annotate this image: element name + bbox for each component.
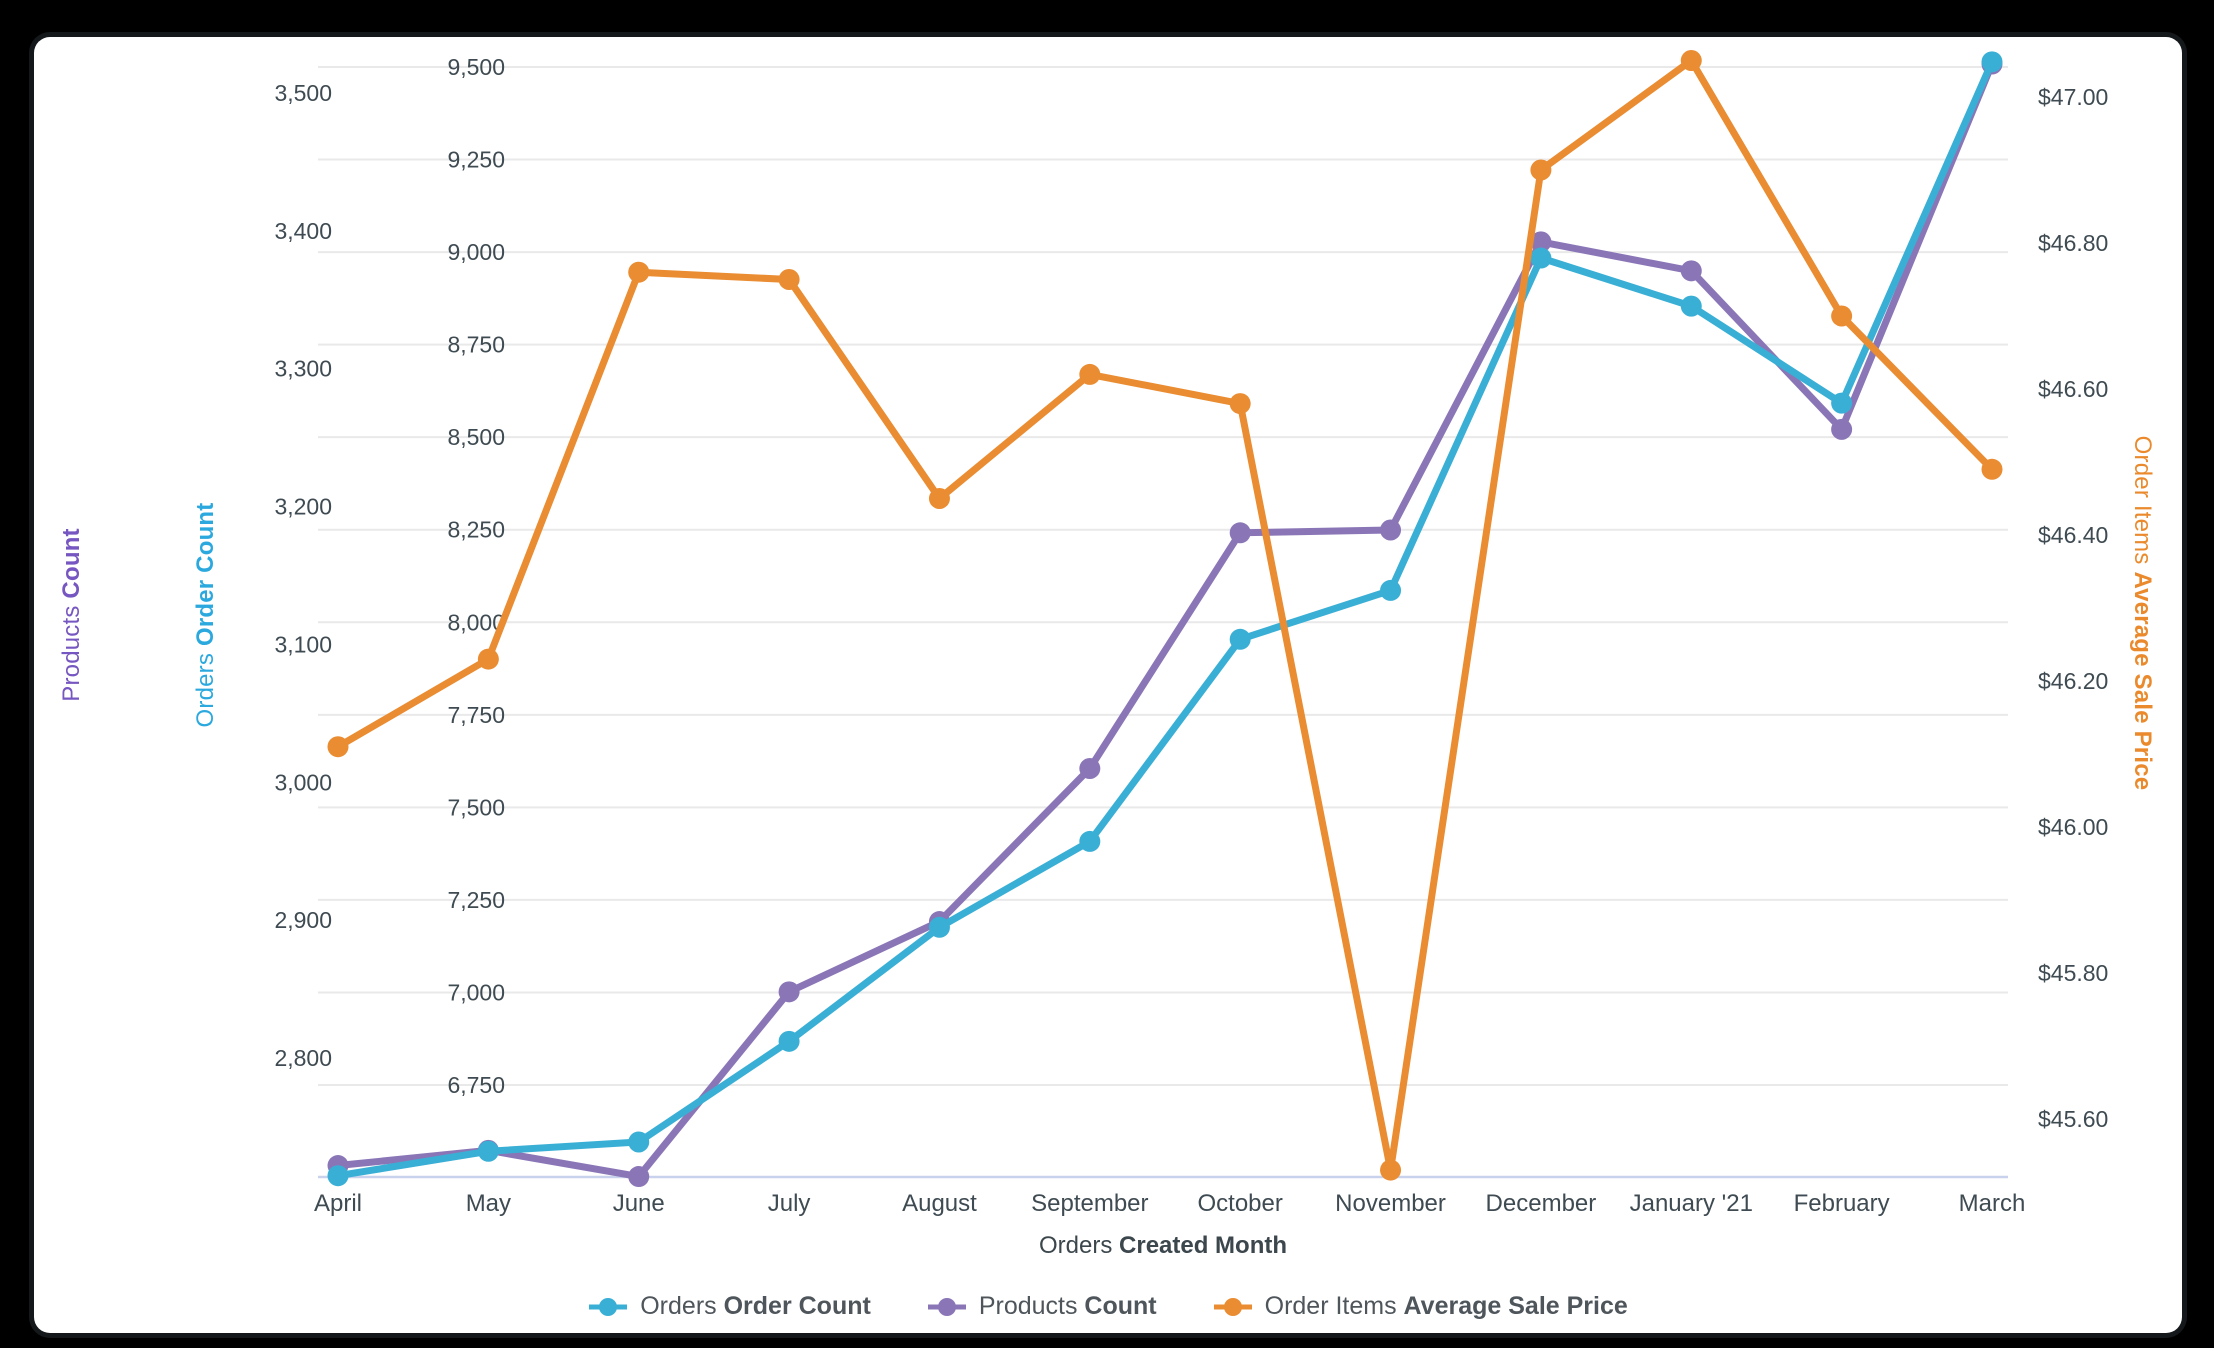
- y-tick-label-products: 3,500: [274, 80, 332, 106]
- y-tick-label-orders: 6,750: [447, 1072, 505, 1098]
- y-tick-label-price: $46.80: [2038, 230, 2108, 256]
- data-point-order-items-average-sale-price[interactable]: [778, 269, 800, 290]
- data-point-products-count[interactable]: [1530, 231, 1552, 253]
- data-point-products-count[interactable]: [628, 1166, 650, 1188]
- y-tick-label-price: $45.80: [2038, 960, 2108, 986]
- y-tick-label-products: 2,800: [274, 1045, 332, 1071]
- legend-label: Orders Order Count: [640, 1292, 871, 1320]
- axis-title-view: Products: [58, 605, 85, 702]
- legend-marker-icon: [1213, 1297, 1252, 1316]
- data-point-orders-order-count[interactable]: [1380, 579, 1402, 601]
- series-line-products-count: [334, 60, 1996, 1181]
- y-tick-label-products: 3,000: [274, 769, 332, 795]
- x-tick-label: June: [613, 1190, 665, 1217]
- axis-title-field: Average Sale Price: [2129, 571, 2156, 791]
- legend-label: Order Items Average Sale Price: [1264, 1292, 1628, 1320]
- y-tick-label-orders: 7,500: [447, 794, 505, 820]
- data-point-products-count[interactable]: [1680, 260, 1702, 282]
- legend-item-products-count[interactable]: Products Count: [927, 1292, 1157, 1321]
- x-tick-label: September: [1031, 1190, 1148, 1217]
- y-tick-label-price: $46.40: [2038, 522, 2108, 548]
- axis-title-field: Order Count: [192, 502, 219, 647]
- y-tick-label-orders: 8,750: [447, 332, 505, 358]
- y-tick-label-price: $46.60: [2038, 376, 2108, 402]
- data-point-products-count[interactable]: [1079, 757, 1101, 779]
- y-tick-label-products: 3,300: [274, 356, 332, 382]
- data-point-orders-order-count[interactable]: [778, 1030, 800, 1052]
- data-point-order-items-average-sale-price[interactable]: [1229, 393, 1251, 415]
- y-axis-title-products-count: Products Count: [58, 528, 86, 702]
- axis-title-view: Orders: [192, 652, 219, 728]
- y-tick-label-products: 2,900: [274, 907, 332, 933]
- data-point-orders-order-count[interactable]: [928, 916, 950, 938]
- data-point-order-items-average-sale-price[interactable]: [1380, 1159, 1402, 1181]
- legend-item-order-items-average-sale-price[interactable]: Order Items Average Sale Price: [1213, 1292, 1628, 1321]
- y-tick-label-orders: 9,250: [447, 147, 505, 173]
- data-point-order-items-average-sale-price[interactable]: [327, 736, 349, 758]
- x-axis-title: Orders Created Month: [318, 1232, 2008, 1260]
- y-tick-label-orders: 9,500: [447, 54, 505, 80]
- y-tick-label-products: 3,400: [274, 218, 332, 244]
- series-line-order-items-average-sale-price: [334, 57, 1996, 1174]
- y-axis-title-orders-order-count: Orders Order Count: [192, 503, 220, 728]
- y-tick-label-price: $46.00: [2038, 814, 2108, 840]
- axis-title-field: Count: [58, 528, 85, 599]
- y-tick-label-orders: 8,250: [447, 517, 505, 543]
- y-tick-label-orders: 7,750: [447, 702, 505, 728]
- x-tick-label: January '21: [1630, 1190, 1753, 1217]
- y-tick-label-price: $45.60: [2038, 1106, 2108, 1132]
- legend-label: Products Count: [978, 1292, 1157, 1320]
- x-axis-title-view: Orders: [1038, 1232, 1113, 1259]
- data-point-orders-order-count[interactable]: [1530, 247, 1552, 269]
- y-axis-title-order-items-average-sale-price: Order Items Average Sale Price: [2128, 436, 2156, 791]
- data-point-orders-order-count[interactable]: [1981, 51, 2003, 73]
- data-point-orders-order-count[interactable]: [1680, 295, 1702, 317]
- y-tick-label-orders: 8,000: [447, 609, 505, 635]
- x-tick-label: May: [466, 1190, 511, 1217]
- data-point-order-items-average-sale-price[interactable]: [1981, 458, 2003, 480]
- x-tick-label: March: [1959, 1190, 2026, 1217]
- y-tick-label-price: $46.20: [2038, 668, 2108, 694]
- y-tick-label-products: 3,200: [274, 494, 332, 520]
- x-tick-label: November: [1335, 1190, 1446, 1217]
- data-point-orders-order-count[interactable]: [628, 1131, 650, 1153]
- legend-marker-icon: [589, 1297, 628, 1316]
- y-tick-label-orders: 8,500: [447, 424, 505, 450]
- data-point-orders-order-count[interactable]: [477, 1140, 499, 1162]
- y-tick-label-orders: 9,000: [447, 239, 505, 265]
- data-point-orders-order-count[interactable]: [1079, 830, 1101, 852]
- legend-item-orders-order-count[interactable]: Orders Order Count: [588, 1292, 871, 1321]
- legend: Orders Order Count Products Count Order It…: [34, 1292, 2182, 1321]
- legend-marker-icon: [927, 1297, 966, 1316]
- data-point-orders-order-count[interactable]: [1229, 628, 1251, 650]
- data-point-order-items-average-sale-price[interactable]: [628, 261, 650, 283]
- x-tick-label: July: [768, 1190, 811, 1217]
- x-tick-label: October: [1197, 1190, 1282, 1217]
- x-tick-label: December: [1486, 1190, 1597, 1217]
- data-point-orders-order-count[interactable]: [327, 1165, 349, 1187]
- x-tick-label: April: [314, 1190, 362, 1217]
- data-point-products-count[interactable]: [778, 981, 800, 1003]
- data-point-order-items-average-sale-price[interactable]: [1680, 50, 1702, 71]
- x-tick-label: August: [902, 1190, 977, 1217]
- data-point-products-count[interactable]: [1229, 522, 1251, 544]
- data-point-orders-order-count[interactable]: [1831, 392, 1853, 414]
- data-point-order-items-average-sale-price[interactable]: [1831, 305, 1853, 327]
- data-point-products-count[interactable]: [1831, 418, 1853, 440]
- data-point-order-items-average-sale-price[interactable]: [928, 488, 950, 509]
- series-line-orders-order-count: [334, 58, 1996, 1180]
- x-axis-title-field: Created Month: [1119, 1232, 1288, 1259]
- data-point-products-count[interactable]: [1380, 519, 1402, 541]
- y-tick-label-price: $47.00: [2038, 84, 2108, 110]
- x-tick-label: February: [1794, 1190, 1890, 1217]
- data-point-order-items-average-sale-price[interactable]: [1079, 363, 1101, 385]
- y-tick-label-orders: 7,000: [447, 979, 505, 1005]
- axis-title-view: Order Items: [2129, 435, 2156, 565]
- y-tick-label-orders: 7,250: [447, 887, 505, 913]
- data-point-order-items-average-sale-price[interactable]: [1530, 159, 1552, 181]
- y-tick-label-products: 3,100: [274, 631, 332, 657]
- data-point-order-items-average-sale-price[interactable]: [477, 648, 499, 670]
